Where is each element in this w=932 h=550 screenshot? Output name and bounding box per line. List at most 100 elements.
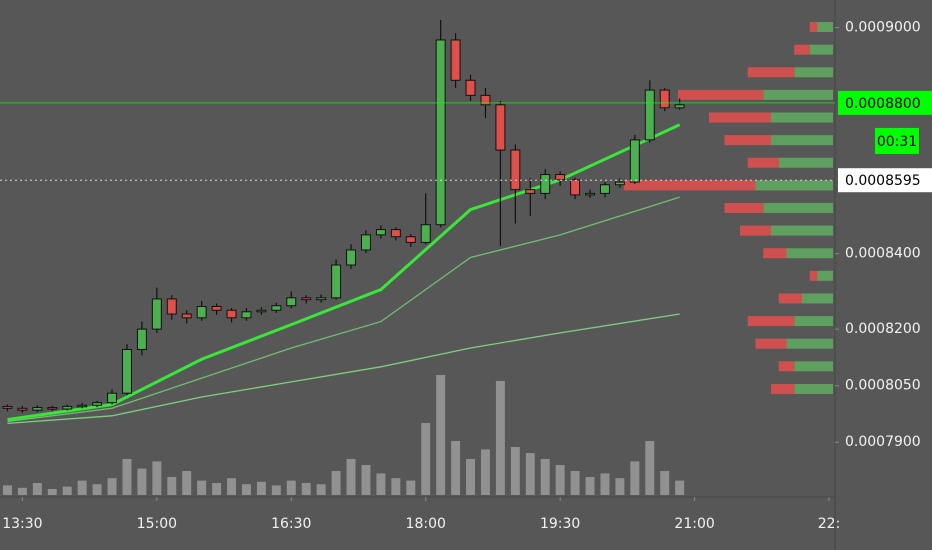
profile-up: [794, 67, 833, 78]
profile-down: [778, 361, 795, 372]
volume-bar: [570, 471, 580, 495]
profile-up: [817, 270, 833, 281]
volume-bar: [92, 484, 102, 495]
volume-bar: [331, 471, 341, 495]
profile-up: [755, 180, 833, 191]
profile-down: [740, 225, 771, 236]
price-label-box: [838, 90, 932, 115]
candle-body: [420, 224, 431, 243]
volume-bar: [286, 480, 296, 495]
x-tick-label: 16:30: [271, 516, 311, 532]
profile-down: [678, 89, 764, 100]
profile-down: [809, 22, 818, 33]
profile-up: [809, 44, 833, 55]
profile-up: [802, 293, 833, 304]
profile-down: [747, 67, 795, 78]
volume-bar: [2, 485, 12, 495]
candle-body: [77, 404, 88, 408]
profile-up: [771, 225, 833, 236]
candle-body: [331, 264, 342, 299]
candle-body: [196, 306, 207, 319]
countdown: 00:31: [877, 134, 917, 150]
profile-down: [747, 157, 779, 168]
volume-bar: [630, 461, 640, 495]
candle-body: [674, 104, 685, 109]
volume-bar: [137, 468, 147, 495]
y-tick-label: 0.0008400: [845, 246, 921, 262]
volume-bar: [540, 459, 550, 495]
volume-bar: [271, 485, 281, 495]
volume-bar: [615, 478, 625, 495]
volume-bar: [152, 461, 162, 495]
profile-down: [724, 135, 771, 146]
candle-body: [32, 407, 43, 411]
x-tick-label: 19:30: [540, 516, 580, 532]
candle-body: [2, 405, 13, 409]
candle-body: [271, 305, 282, 311]
candle-body: [659, 89, 670, 109]
volume-bar: [256, 481, 266, 495]
volume-bar: [466, 459, 476, 495]
volume-bar: [212, 483, 222, 495]
profile-down: [771, 383, 795, 394]
profile-up: [778, 157, 833, 168]
candle-body: [585, 192, 596, 196]
volume-bar: [436, 375, 446, 495]
profile-up: [786, 338, 833, 349]
candle-body: [301, 297, 312, 301]
volume-bar: [32, 483, 42, 495]
profile-up: [817, 22, 833, 33]
moving-average: [7, 196, 680, 423]
candle-body: [360, 234, 371, 251]
volume-bar: [241, 484, 251, 495]
candle-body: [435, 39, 446, 226]
candle-body: [47, 407, 58, 410]
volume-bar: [62, 486, 72, 495]
y-tick-label: 0.0007900: [845, 434, 921, 450]
volume-bar: [510, 447, 520, 495]
volume-bar: [361, 465, 371, 495]
candle-body: [390, 229, 401, 238]
y-tick-label: 0.0009000: [845, 20, 921, 36]
profile-down: [724, 202, 764, 213]
x-tick-label: 18:00: [406, 516, 446, 532]
profile-down: [755, 338, 787, 349]
candle-body: [629, 139, 640, 183]
profile-up: [794, 316, 833, 327]
volume-bar: [480, 449, 490, 495]
profile-down: [794, 44, 810, 55]
candle-body: [614, 181, 625, 186]
candle-body: [256, 309, 267, 313]
candle-body: [555, 174, 566, 181]
volume-bar: [17, 487, 27, 495]
profile-down: [809, 270, 818, 281]
candle-body: [510, 149, 521, 191]
candle-body: [570, 179, 581, 196]
profile-up: [763, 89, 833, 100]
candle-body: [211, 306, 222, 311]
profile-down: [778, 293, 802, 304]
y-tick-label: 0.0008050: [845, 378, 921, 394]
candle-body: [62, 405, 73, 410]
volume-bar: [316, 484, 326, 495]
profile-down: [747, 316, 795, 327]
volume-bar: [406, 480, 416, 495]
volume-bar: [376, 473, 386, 495]
volume-bar: [451, 441, 461, 495]
candle-body: [121, 348, 132, 394]
volume-bar: [495, 381, 505, 495]
volume-bar: [197, 480, 207, 495]
candle-body: [495, 104, 506, 151]
candle-body: [599, 184, 610, 194]
candle-body: [286, 297, 297, 307]
volume-bar: [555, 465, 565, 495]
profile-down: [709, 112, 771, 123]
volume-bar: [346, 459, 356, 495]
volume-bar: [645, 441, 655, 495]
volume-bar: [585, 477, 595, 495]
volume-bar: [47, 489, 57, 495]
profile-up: [771, 112, 833, 123]
countdown-box: [875, 127, 919, 154]
profile-up: [786, 248, 833, 259]
